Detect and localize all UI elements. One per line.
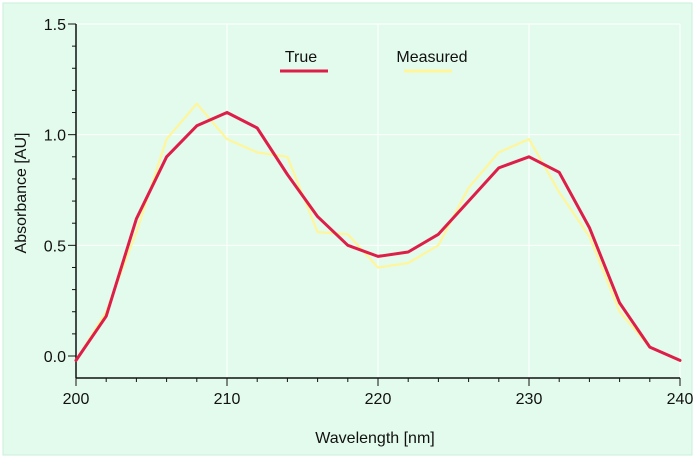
x-tick-label: 230 [516, 391, 543, 408]
series-layer [74, 102, 682, 362]
legend-label-true: True [285, 49, 317, 66]
y-tick-label: 1.0 [44, 128, 66, 145]
x-tick-label: 200 [63, 391, 90, 408]
tick-labels: 0.0 0.5 1.0 1.5 200 210 220 230 240 [44, 17, 694, 408]
legend: True Measured [280, 49, 468, 73]
x-tick-label: 220 [365, 391, 392, 408]
legend-label-measured: Measured [396, 49, 467, 66]
series-line-true [74, 111, 682, 362]
x-tick-label: 210 [214, 391, 241, 408]
y-axis-title: Absorbance [AU] [13, 133, 30, 254]
x-tick-label: 240 [667, 391, 694, 408]
y-tick-label: 1.5 [44, 17, 66, 34]
grid-lines [76, 23, 681, 378]
y-tick-label: 0.0 [44, 349, 66, 366]
y-tick-label: 0.5 [44, 238, 66, 255]
axes [68, 23, 681, 386]
series-line-measured [74, 102, 682, 362]
x-axis-title: Wavelength [nm] [315, 430, 434, 447]
